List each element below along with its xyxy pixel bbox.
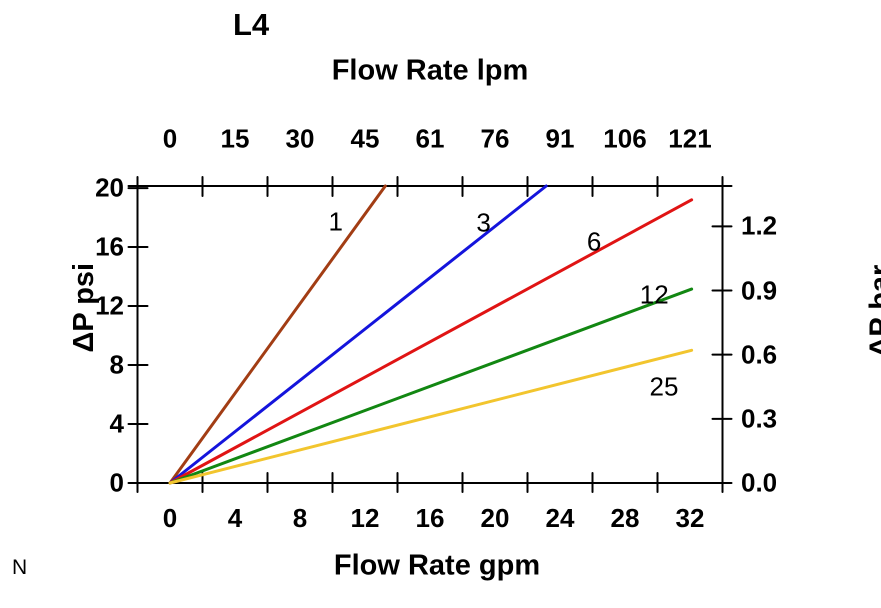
- series-label-6: 6: [586, 226, 602, 257]
- series-line-12: [168, 287, 694, 485]
- left-axis-tick-label: 0: [109, 467, 124, 498]
- series-line-25: [168, 348, 694, 485]
- bottom-axis-tick-label: 32: [675, 503, 705, 533]
- right-axis-tick-label: 0.3: [741, 403, 778, 434]
- series-label-1: 1: [328, 206, 343, 237]
- top-axis-tick-label: 76: [480, 123, 510, 154]
- bottom-axis-tick-label: 24: [545, 503, 575, 533]
- right-axis-tick-label: 0.9: [741, 275, 778, 305]
- series-label-12: 12: [639, 279, 669, 310]
- right-axis-title: ΔP bar: [864, 264, 881, 358]
- top-axis-tick-label: 106: [603, 123, 647, 154]
- left-axis-tick-label: 12: [95, 290, 124, 321]
- series-line-3: [168, 184, 548, 485]
- right-axis-tick-label: 0.6: [741, 339, 778, 370]
- top-axis-tick-label: 15: [220, 123, 250, 154]
- bottom-axis-tick-label: 20: [480, 503, 510, 533]
- left-axis-tick-label: 16: [95, 231, 124, 262]
- bottom-axis-tick-label: 16: [415, 503, 445, 533]
- top-axis-title: Flow Rate lpm: [331, 54, 529, 87]
- top-axis-tick-label: 121: [668, 123, 712, 154]
- bottom-axis-tick-label: 0: [162, 503, 178, 533]
- right-axis-tick-label: 0.0: [741, 467, 778, 498]
- bottom-axis-tick-label: 8: [292, 503, 308, 533]
- corner-note: N: [12, 556, 28, 579]
- bottom-axis-title: Flow Rate gpm: [333, 549, 541, 582]
- series-line-1: [168, 184, 387, 485]
- chart-title: L4: [233, 7, 270, 42]
- top-axis-tick-label: 91: [545, 123, 575, 154]
- bottom-axis-tick-label: 28: [610, 503, 640, 533]
- left-axis-tick-label: 4: [109, 408, 124, 439]
- top-axis-tick-label: 30: [285, 123, 315, 154]
- top-axis-tick-label: 0: [162, 123, 178, 154]
- series-label-3: 3: [476, 207, 491, 238]
- series-label-25: 25: [649, 371, 679, 402]
- top-axis-tick-label: 61: [415, 123, 445, 154]
- right-axis-tick-label: 1.2: [741, 210, 778, 241]
- left-axis-tick-label: 8: [109, 349, 124, 380]
- plot-frame: [136, 185, 724, 484]
- bottom-axis-tick-label: 4: [227, 503, 243, 533]
- top-axis-tick-label: 45: [350, 123, 380, 154]
- bottom-axis-tick-label: 12: [350, 503, 380, 533]
- left-axis-tick-label: 20: [95, 172, 124, 203]
- series-line-6: [168, 198, 694, 485]
